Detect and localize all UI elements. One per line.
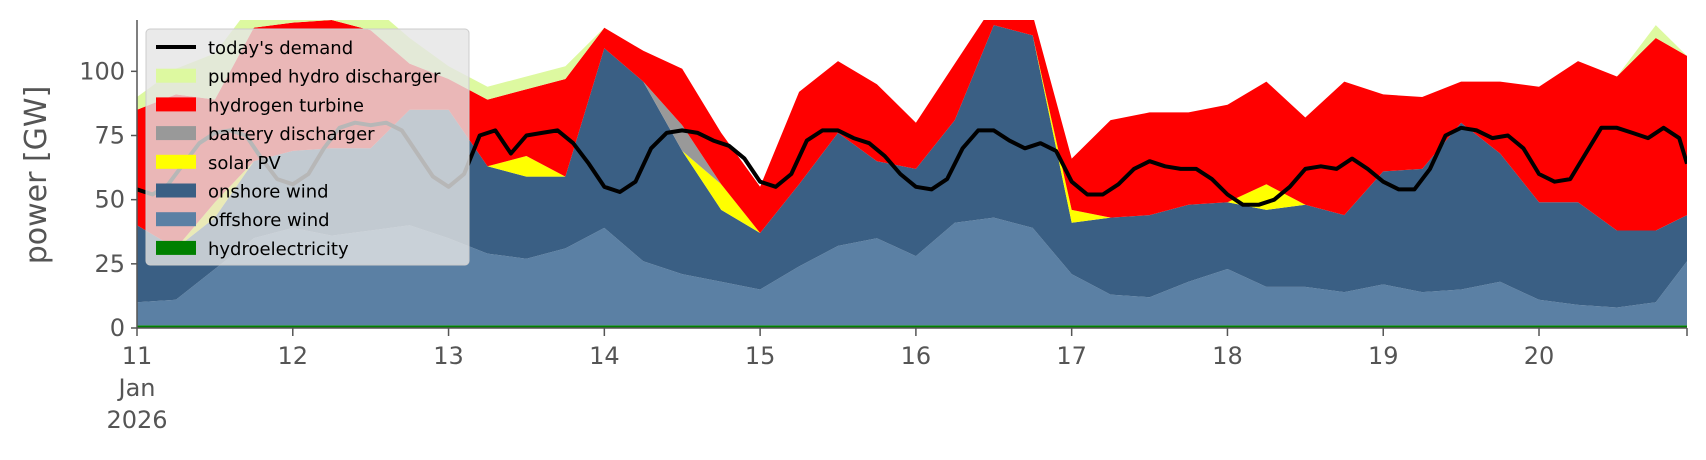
x-tick-label: 20 xyxy=(1524,342,1555,370)
x-tick-label: 18 xyxy=(1212,342,1243,370)
x-tick-label: 13 xyxy=(433,342,464,370)
axes-group: 0 25 50 75 100 11 Jan 2026 12 13 14 15 16 17 18 19 20 xyxy=(79,20,1688,434)
legend-label: hydroelectricity xyxy=(208,239,349,260)
x-tick-label: Jan xyxy=(117,374,156,402)
x-tick-label: 11 xyxy=(122,342,153,370)
x-tick-label: 2026 xyxy=(106,406,167,434)
legend-label: offshore wind xyxy=(208,210,330,231)
legend-label: hydrogen turbine xyxy=(208,95,364,116)
legend-swatch xyxy=(156,126,196,141)
legend-swatch xyxy=(156,212,196,227)
x-tick-label: 14 xyxy=(589,342,620,370)
legend-swatch xyxy=(156,97,196,112)
area-offshore-wind xyxy=(137,217,1687,326)
y-tick-label: 50 xyxy=(94,186,125,214)
legend-item-hydroelectricity: hydroelectricity xyxy=(156,239,349,260)
legend-item-pumped-hydro-discharger: pumped hydro discharger xyxy=(156,67,441,88)
y-tick-label: 25 xyxy=(94,250,125,278)
legend-label: solar PV xyxy=(208,153,281,174)
legend-swatch xyxy=(156,68,196,83)
legend-item-battery-discharger: battery discharger xyxy=(156,124,375,145)
legend-label: pumped hydro discharger xyxy=(208,67,441,88)
legend-box xyxy=(145,28,470,266)
y-tick-label: 75 xyxy=(94,122,125,150)
legend-label: battery discharger xyxy=(208,124,375,145)
legend-swatch xyxy=(156,240,196,255)
x-tick-label: 12 xyxy=(278,342,309,370)
legend-item-hydrogen-turbine: hydrogen turbine xyxy=(156,95,364,116)
y-tick-label: 0 xyxy=(110,314,125,342)
x-tick-label: 19 xyxy=(1368,342,1399,370)
legend-item-onshore-wind: onshore wind xyxy=(156,182,329,203)
legend-item-today-s-demand: today's demand xyxy=(156,38,353,59)
legend: today's demand pumped hydro discharger hyd… xyxy=(145,28,470,266)
y-axis-label: power [GW] xyxy=(19,86,54,265)
area-hydrogen-turbine xyxy=(137,20,1687,249)
x-tick-label: 15 xyxy=(745,342,776,370)
legend-label: onshore wind xyxy=(208,182,329,203)
legend-item-solar-pv: solar PV xyxy=(156,153,281,174)
legend-swatch xyxy=(156,154,196,169)
y-tick-label: 100 xyxy=(79,57,125,85)
x-tick-label: 16 xyxy=(901,342,932,370)
legend-swatch xyxy=(156,183,196,198)
legend-item-offshore-wind: offshore wind xyxy=(156,210,330,231)
area-onshore-wind xyxy=(137,25,1687,308)
legend-label: today's demand xyxy=(208,38,353,59)
x-tick-label: 17 xyxy=(1056,342,1087,370)
